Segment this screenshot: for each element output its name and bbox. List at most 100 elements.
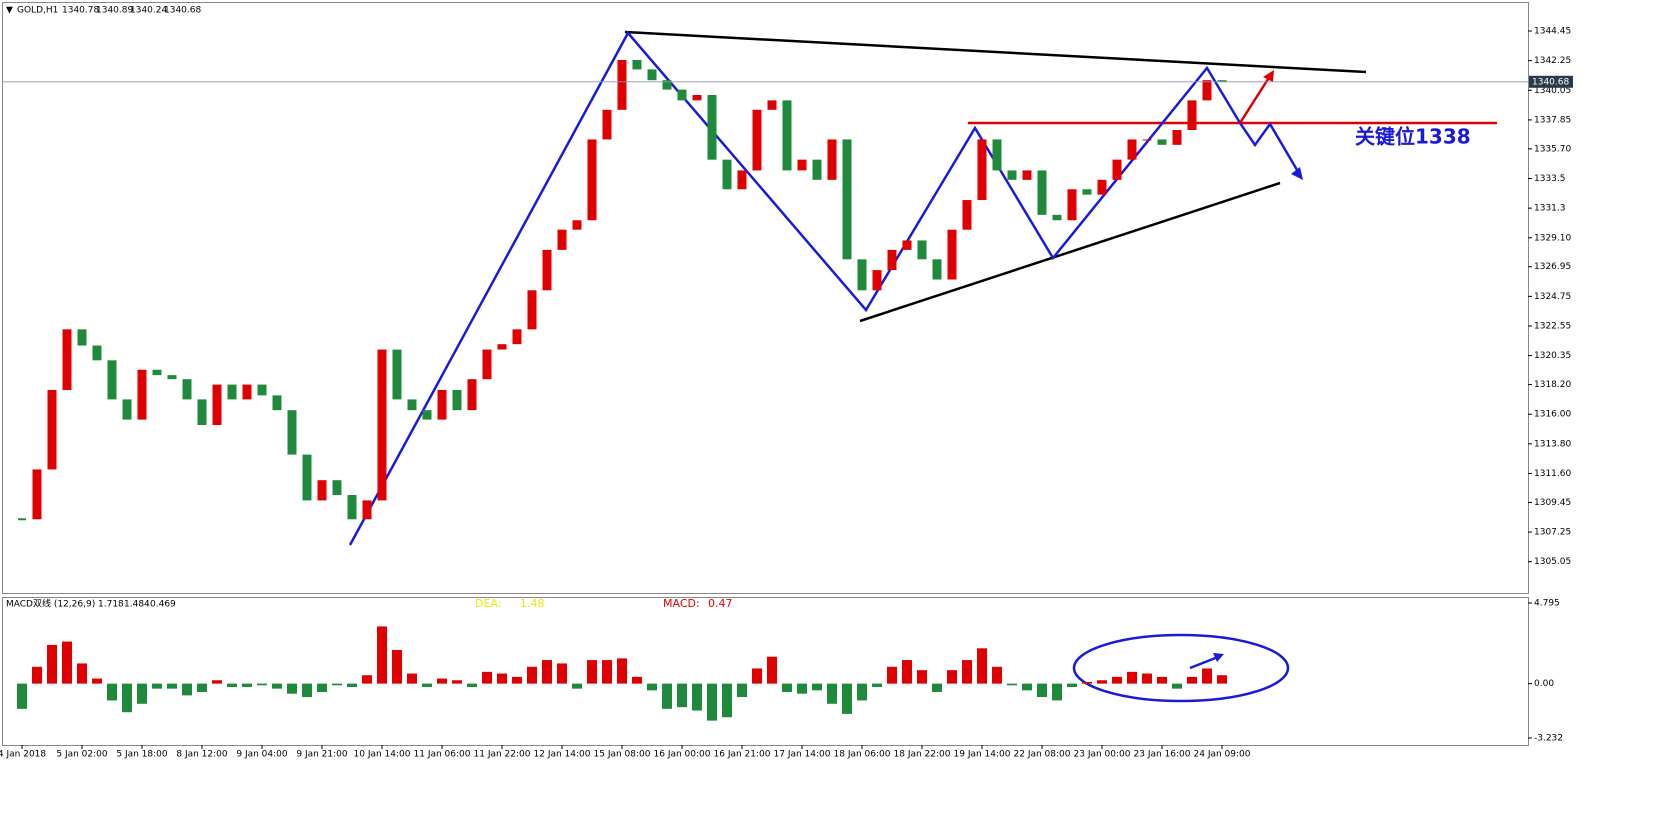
candle xyxy=(1217,80,1227,82)
candle xyxy=(647,69,657,81)
small-arrow-head xyxy=(1213,653,1224,662)
macd-bar xyxy=(1067,683,1077,687)
macd-bar xyxy=(62,641,72,684)
x-tick-label: 22 Jan 08:00 xyxy=(1014,750,1071,760)
candle xyxy=(1007,170,1017,180)
candle xyxy=(962,200,972,230)
highlight-ellipse xyxy=(1072,633,1290,703)
candle xyxy=(752,109,762,171)
macd-bar xyxy=(107,683,117,701)
candle xyxy=(557,229,567,250)
macd-bar xyxy=(812,683,822,691)
candle xyxy=(422,410,432,420)
macd-bar xyxy=(32,666,42,684)
macd-bar xyxy=(227,683,237,687)
y-tick-label: 1313.80 xyxy=(1534,439,1571,449)
macd-bar xyxy=(692,683,702,711)
macd-bar xyxy=(467,683,477,687)
candle xyxy=(797,159,807,171)
candle xyxy=(197,399,207,425)
candle xyxy=(302,454,312,501)
x-tick-label: 10 Jan 14:00 xyxy=(354,750,411,760)
x-tick-label: 24 Jan 09:00 xyxy=(1194,750,1251,760)
candle xyxy=(47,389,57,470)
y-tick-label: 1307.25 xyxy=(1534,528,1571,538)
x-tick-label: 5 Jan 02:00 xyxy=(56,750,108,760)
price-panel xyxy=(2,2,1529,594)
macd-bar xyxy=(1157,676,1167,684)
macd-bar xyxy=(842,683,852,714)
candle xyxy=(212,384,222,425)
ohlc: 1340.24 xyxy=(130,6,167,16)
macd-bar xyxy=(1082,681,1092,684)
candle xyxy=(767,100,777,110)
macd-header-value: 1.484 xyxy=(124,600,150,610)
macd-bar xyxy=(437,678,447,684)
x-tick-label: 4 Jan 2018 xyxy=(0,750,46,760)
readout-label: DEA: xyxy=(475,597,501,610)
y-tick-label: 1309.45 xyxy=(1534,498,1571,508)
y-tick-label: 1305.05 xyxy=(1534,557,1571,567)
last-price-box xyxy=(1529,75,1573,88)
candle xyxy=(107,360,117,400)
y-tick-label: 1311.60 xyxy=(1534,469,1571,479)
candle xyxy=(872,270,882,291)
y-tick-label: 1316.00 xyxy=(1534,410,1571,420)
macd-bar xyxy=(77,663,87,684)
macd-title: MACD双线 (12,26,9) xyxy=(6,598,95,610)
macd-bar xyxy=(17,683,27,709)
y-tick-label: 1318.20 xyxy=(1534,380,1571,390)
macd-bar xyxy=(782,683,792,693)
candle xyxy=(542,249,552,291)
x-tick-label: 23 Jan 16:00 xyxy=(1134,750,1191,760)
macd-bar xyxy=(572,683,582,689)
candle xyxy=(812,159,822,180)
candle xyxy=(602,109,612,140)
macd-bar xyxy=(332,683,342,686)
macd-bar xyxy=(992,666,1002,684)
macd-bar xyxy=(827,683,837,704)
macd-bar xyxy=(797,683,807,694)
y-tick-label: 1324.75 xyxy=(1534,292,1571,302)
macd-bar xyxy=(242,683,252,687)
macd-bar xyxy=(752,668,762,684)
candle xyxy=(377,349,387,501)
candle xyxy=(527,290,537,330)
candle xyxy=(182,379,192,400)
macd-bar xyxy=(542,660,552,684)
candle xyxy=(977,139,987,201)
y-tick-label: 1337.85 xyxy=(1534,115,1571,125)
macd-bar xyxy=(152,683,162,689)
macd-header-value: 1.718 xyxy=(98,600,124,610)
candle xyxy=(617,59,627,110)
zigzag xyxy=(348,30,1302,546)
candle xyxy=(677,89,687,101)
x-tick-label: 19 Jan 14:00 xyxy=(954,750,1011,760)
macd-bar xyxy=(587,660,597,684)
candle xyxy=(1187,100,1197,131)
candle xyxy=(662,80,672,90)
macd-bar xyxy=(1187,676,1197,684)
macd-panel xyxy=(2,597,1529,746)
macd-bar xyxy=(767,656,777,684)
readout-value: 1.48 xyxy=(520,597,545,610)
candle xyxy=(1067,189,1077,221)
ohlc: 1340.68 xyxy=(164,6,201,16)
macd-bar xyxy=(662,683,672,709)
x-tick-label: 23 Jan 00:00 xyxy=(1074,750,1131,760)
candle xyxy=(362,500,372,520)
y-tick-label: 1342.25 xyxy=(1534,56,1571,66)
macd-bar xyxy=(902,660,912,684)
candle xyxy=(242,384,252,400)
candle xyxy=(707,94,717,160)
candle xyxy=(392,349,402,400)
readout-label: MACD: xyxy=(663,597,700,610)
candle xyxy=(482,349,492,380)
candle xyxy=(992,139,1002,171)
macd-bar xyxy=(212,680,222,684)
macd-bar xyxy=(1127,671,1137,684)
x-tick-label: 16 Jan 21:00 xyxy=(714,750,771,760)
macd-bar xyxy=(1052,683,1062,701)
y-tick-label: 1344.45 xyxy=(1534,27,1571,37)
